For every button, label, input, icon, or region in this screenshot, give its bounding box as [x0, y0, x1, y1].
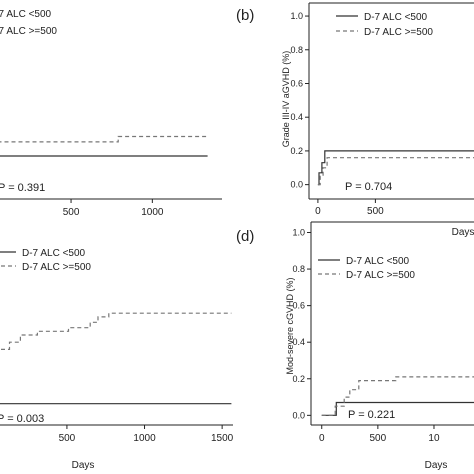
x-tick-label: 500: [59, 433, 76, 444]
panel-a: P = 0.391 D-7 ALC <500 D-7 ALC >=500 500 1…: [0, 9, 222, 218]
x-tick-label: 10: [428, 433, 440, 444]
x-tick-label: 500: [370, 433, 387, 444]
panel-d: (d) Mod-severe cGVHD (%) Days P = 0.221 …: [236, 221, 474, 471]
y-tick-label: 1.0: [290, 11, 303, 21]
y-tick-label: 0.4: [290, 112, 303, 122]
y-axis-title: Grade III-IV aGVHD (%): [281, 51, 291, 148]
legend-label: D-7 ALC >=500: [364, 27, 433, 38]
x-tick-label: 500: [63, 207, 80, 218]
legend-label: D-7 ALC >=500: [346, 270, 415, 281]
panel-b: (b) Grade III-IV aGVHD (%) Days P = 0.70…: [236, 2, 474, 238]
legend-label: D-7 ALC <500: [364, 12, 428, 23]
series-line-alc-ge-500: [0, 312, 232, 350]
p-value-label: P = 0.391: [0, 182, 45, 194]
p-value-label: P = 0.221: [348, 409, 395, 421]
series-line-alc-ge-500: [317, 157, 474, 186]
y-tick-label: 0.2: [290, 146, 303, 156]
x-axis-title: Days: [425, 460, 448, 471]
x-axis-title: Days: [452, 227, 474, 238]
panel-label: (d): [236, 228, 254, 245]
legend-label: D-7 ALC <500: [346, 256, 410, 267]
y-tick-label: 0.6: [292, 301, 305, 311]
y-tick-label: 0.0: [292, 410, 305, 420]
legend-label: D-7 ALC >=500: [0, 26, 57, 37]
series-line-alc-ge-500: [321, 376, 474, 416]
legend-label: D-7 ALC <500: [0, 9, 52, 20]
p-value-label: P = 0.003: [0, 413, 44, 425]
x-tick-label: 0: [315, 206, 321, 217]
x-axis-title: Days: [72, 460, 95, 471]
series-line-alc-lt-500: [321, 401, 474, 416]
y-tick-label: 0.0: [290, 180, 303, 190]
panel-label: (b): [236, 7, 254, 24]
legend-label: D-7 ALC <500: [22, 248, 86, 259]
y-axis-title: Mod-severe cGVHD (%): [285, 277, 295, 374]
y-tick-label: 1.0: [292, 227, 305, 237]
y-tick-label: 0.8: [290, 45, 303, 55]
series-line-alc-ge-500: [0, 135, 208, 143]
x-tick-label: 1500: [211, 433, 234, 444]
x-tick-label: 0: [319, 433, 325, 444]
y-tick-label: 0.6: [290, 78, 303, 88]
x-tick-label: 1000: [133, 433, 156, 444]
series-line-alc-lt-500: [317, 150, 474, 186]
y-tick-label: 0.4: [292, 337, 305, 347]
y-tick-label: 0.8: [292, 264, 305, 274]
x-tick-label: 1000: [141, 207, 164, 218]
panel-c: Days P = 0.003 D-7 ALC <500 D-7 ALC >=500…: [0, 248, 234, 471]
p-value-label: P = 0.704: [345, 181, 392, 193]
legend-label: D-7 ALC >=500: [22, 262, 91, 273]
y-tick-label: 0.2: [292, 374, 305, 384]
x-tick-label: 500: [367, 206, 384, 217]
